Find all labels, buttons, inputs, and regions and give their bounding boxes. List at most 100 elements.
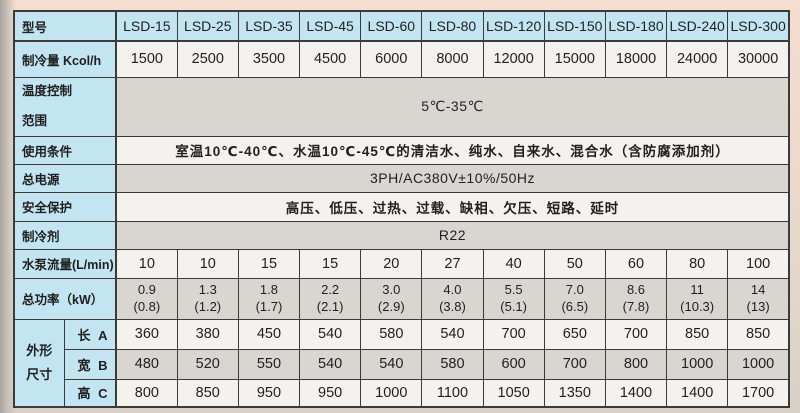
table-row: 高 C 800 850 950 950 1000 1100 1050 1350 1400 1400 1… — [14, 378, 790, 408]
model-header: LSD-35 — [237, 10, 301, 42]
value-cell: 1.3 (1.2) — [176, 277, 239, 320]
value-cell: 8.6 (7.8) — [604, 277, 668, 320]
merged-value-cell: 高压、低压、过热、过载、缺相、欠压、短路、延时 — [115, 191, 790, 222]
text-line: 11 — [690, 281, 704, 297]
table-row: 外形 尺寸长 A 360 380 450 540 580 540 700 650 700 850 850 — [13, 318, 790, 408]
row-label: 使用条件 — [13, 135, 118, 165]
dimension-group-label: 外形 尺寸 — [13, 318, 65, 408]
merged-value-cell: 5℃-35℃ — [115, 76, 790, 137]
text-line: 3.0 — [382, 281, 401, 297]
value-cell: 15 — [237, 248, 301, 279]
value-cell: 40 — [482, 248, 545, 279]
table-row: 制冷量 Kcol/h 1500 2500 3500 4500 6000 8000 12000 1… — [13, 40, 790, 78]
text-line: 范围 — [22, 113, 48, 128]
table-row: 水泵流量(L/min) 10 10 15 15 20 27 40 50 60 80 100 — [13, 248, 790, 279]
value-cell: 650 — [543, 318, 606, 350]
value-cell: 850 — [666, 318, 729, 350]
value-cell: 550 — [237, 348, 301, 380]
model-header: LSD-80 — [421, 10, 484, 42]
value-cell: 1000 — [360, 378, 423, 408]
value-cell: 100 — [727, 248, 790, 279]
text-line: (3.8) — [439, 298, 466, 314]
value-cell: 540 — [360, 348, 423, 380]
value-cell: 18000 — [604, 40, 668, 78]
text-line: 7.0 — [565, 281, 584, 297]
value-cell: 50 — [543, 248, 606, 279]
value-cell: 15 — [299, 248, 362, 279]
text-line: (1.2) — [194, 298, 222, 314]
value-cell: 30000 — [727, 40, 790, 78]
text-line: 尺寸 — [26, 366, 53, 382]
value-cell: 360 — [115, 318, 178, 350]
value-cell: 700 — [482, 318, 545, 350]
model-header: LSD-60 — [360, 10, 423, 42]
model-header: LSD-300 — [727, 10, 790, 42]
value-cell: 10 — [176, 248, 239, 279]
text-line: (10.3) — [680, 298, 715, 314]
text-line: (13) — [746, 298, 770, 314]
value-cell: 7.0 (6.5) — [543, 277, 606, 320]
text-line: 14 — [750, 281, 766, 297]
value-cell: 800 — [115, 378, 178, 408]
text-line: 1.3 — [198, 281, 217, 297]
merged-value-cell: 室温10℃-40℃、水温10℃-45℃的清洁水、纯水、自来水、混合水（含防腐添加… — [115, 135, 790, 165]
model-header: LSD-25 — [176, 10, 239, 42]
table-row: 总功率（kW） 0.9 (0.8) 1.3 (1.2) 1.8 (1.7) 2.2 (2.1) 3… — [13, 277, 790, 320]
text-line: 4.0 — [443, 281, 462, 297]
table-row: 制冷剂 R22 — [13, 220, 790, 250]
text-line: (2.9) — [377, 298, 405, 314]
table-row: 总电源 3PH/AC380V±10%/50Hz — [13, 163, 790, 193]
value-cell: 15000 — [543, 40, 606, 78]
value-cell: 80 — [666, 248, 729, 279]
row-label: 制冷剂 — [13, 220, 118, 250]
table-row: 温度控制 范围 5℃-35℃ — [13, 76, 790, 137]
text-line: (5.1) — [500, 298, 527, 314]
value-cell: 1050 — [482, 378, 545, 408]
value-cell: 14 (13) — [727, 277, 790, 320]
value-cell: 800 — [604, 348, 668, 380]
value-cell: 580 — [421, 348, 484, 380]
row-label: 总电源 — [13, 163, 118, 193]
model-header: LSD-180 — [604, 10, 668, 42]
value-cell: 950 — [237, 378, 301, 408]
value-cell: 0.9 (0.8) — [115, 277, 178, 320]
value-cell: 520 — [176, 348, 239, 380]
row-label: 安全保护 — [13, 191, 118, 222]
text-line: 温度控制 — [22, 83, 73, 98]
text-line: (2.1) — [316, 298, 344, 314]
merged-value-cell: R22 — [115, 220, 790, 250]
value-cell: 1500 — [115, 40, 178, 78]
text-line: 5.5 — [504, 281, 523, 297]
table-header-row: 型号 LSD-15 LSD-25 LSD-35 LSD-45 LSD-60 LSD-80 LS… — [13, 10, 790, 42]
spec-table: 型号 LSD-15 LSD-25 LSD-35 LSD-45 LSD-60 LSD-80 LS… — [13, 10, 790, 408]
value-cell: 3.0 (2.9) — [360, 277, 423, 320]
value-cell: 3500 — [237, 40, 301, 78]
value-cell: 580 — [360, 318, 423, 350]
value-cell: 6000 — [360, 40, 423, 78]
text-line: 2.2 — [321, 281, 340, 297]
value-cell: 2.2 (2.1) — [299, 277, 362, 320]
table-row: 安全保护 高压、低压、过热、过载、缺相、欠压、短路、延时 — [13, 191, 790, 222]
text-line: 8.6 — [626, 281, 646, 297]
value-cell: 27 — [421, 248, 484, 279]
model-header: LSD-150 — [543, 10, 606, 42]
dimension-row-label: 高 C — [63, 378, 118, 408]
value-cell: 850 — [176, 378, 239, 408]
value-cell: 5.5 (5.1) — [482, 277, 545, 320]
model-header: LSD-45 — [299, 10, 362, 42]
value-cell: 540 — [299, 318, 362, 350]
value-cell: 480 — [115, 348, 178, 380]
value-cell: 850 — [727, 318, 790, 350]
value-cell: 4.0 (3.8) — [421, 277, 484, 320]
value-cell: 450 — [237, 318, 301, 350]
dimension-row-label: 长 A — [63, 318, 118, 350]
table-row: 使用条件 室温10℃-40℃、水温10℃-45℃的清洁水、纯水、自来水、混合水（含… — [13, 135, 790, 165]
value-cell: 700 — [543, 348, 606, 380]
row-label: 温度控制 范围 — [13, 76, 118, 137]
value-cell: 1400 — [604, 378, 668, 408]
value-cell: 24000 — [666, 40, 729, 78]
value-cell: 1000 — [666, 348, 729, 380]
table-row: 宽 B 480 520 550 540 540 580 600 700 800 1000 1000 — [14, 348, 790, 380]
value-cell: 600 — [482, 348, 545, 380]
model-header: LSD-120 — [482, 10, 545, 42]
